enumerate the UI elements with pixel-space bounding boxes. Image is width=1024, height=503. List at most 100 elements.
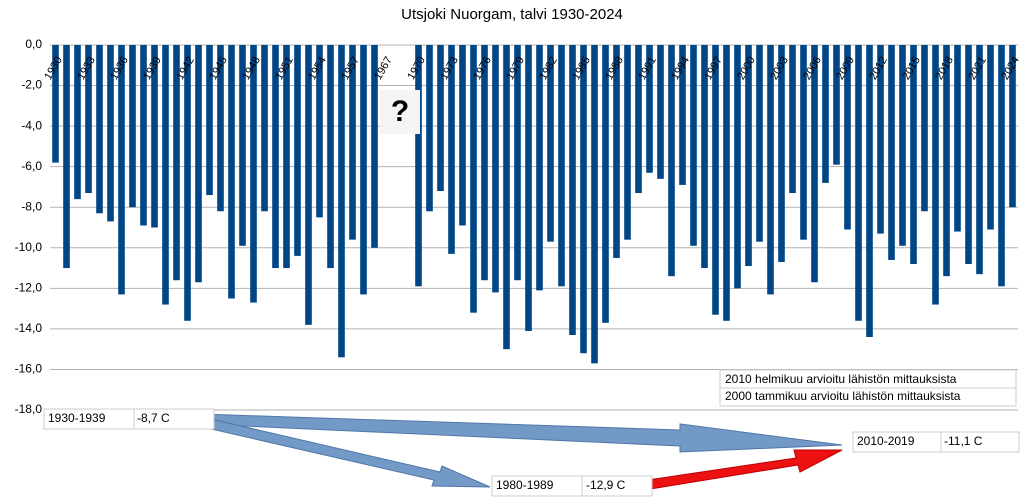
bar	[690, 45, 697, 246]
plot-area: 0,0 -2,0 -4,0 -6,0 -8,0 -10,0 -12,0 -14,0 -16,0 -…	[15, 37, 1022, 416]
cell	[133, 408, 215, 430]
bar	[371, 45, 378, 248]
period: 1930-1939	[48, 411, 106, 425]
bar	[305, 45, 312, 325]
bar	[525, 45, 532, 331]
chart-title: Utsjoki Nuorgam, talvi 1930-2024	[401, 6, 623, 23]
annotations: ? 2010 helmikuu arvioitu lähistön mittau…	[43, 90, 1020, 497]
bar	[85, 45, 92, 194]
bar	[734, 45, 741, 289]
bar	[899, 45, 906, 246]
bar	[316, 45, 323, 218]
y-tick-label: -2,0	[21, 78, 42, 92]
arrow	[197, 415, 491, 488]
bar	[52, 45, 59, 163]
bar	[514, 45, 521, 281]
bar	[646, 45, 653, 173]
bar	[943, 45, 950, 277]
bar	[129, 45, 136, 208]
bar	[921, 45, 928, 212]
bar	[833, 45, 840, 165]
bar	[822, 45, 829, 183]
cell	[940, 431, 1020, 453]
bar	[910, 45, 917, 264]
period-mean: -12,9 C	[586, 478, 626, 492]
bar	[866, 45, 873, 337]
y-tick-label: -4,0	[21, 118, 42, 132]
bar	[195, 45, 202, 283]
bar	[998, 45, 1005, 287]
bar	[558, 45, 565, 287]
arrow	[647, 449, 843, 490]
bar	[701, 45, 708, 269]
bar	[151, 45, 158, 228]
note: 2000 tammikuu arvioitu lähistön mittauks…	[725, 389, 961, 403]
bar	[74, 45, 81, 200]
bar	[580, 45, 587, 354]
bar	[723, 45, 730, 321]
cell	[581, 475, 653, 497]
bar	[283, 45, 290, 269]
bar	[437, 45, 444, 191]
y-tick-label: -16,0	[15, 362, 43, 376]
bar	[635, 45, 642, 194]
bar	[250, 45, 257, 303]
bar	[140, 45, 147, 226]
period: 2010-2019	[857, 434, 915, 448]
bar	[547, 45, 554, 242]
y-tick-label: -8,0	[21, 199, 42, 213]
bar	[107, 45, 114, 222]
bar	[987, 45, 994, 230]
bar	[844, 45, 851, 230]
arrow	[199, 413, 843, 453]
bar	[63, 45, 70, 269]
bar	[613, 45, 620, 258]
bar	[624, 45, 631, 240]
bar	[415, 45, 422, 287]
bar	[657, 45, 664, 179]
bar	[932, 45, 939, 305]
bar	[756, 45, 763, 242]
y-tick-label: -18,0	[15, 402, 43, 416]
bar	[503, 45, 510, 350]
bar	[536, 45, 543, 291]
bar	[426, 45, 433, 212]
bar	[228, 45, 235, 299]
period: 1980-1989	[496, 478, 554, 492]
bar	[217, 45, 224, 212]
bar	[261, 45, 268, 212]
period-mean: -11,1 C	[944, 434, 983, 448]
bar	[789, 45, 796, 194]
bar	[778, 45, 785, 262]
bar	[338, 45, 345, 358]
bar	[206, 45, 213, 196]
bar	[481, 45, 488, 281]
bar	[173, 45, 180, 281]
note: 2010 helmikuu arvioitu lähistön mittauks…	[725, 372, 957, 386]
bar	[569, 45, 576, 335]
bar	[602, 45, 609, 323]
bar	[349, 45, 356, 240]
y-tick-label: 0,0	[25, 37, 42, 51]
bar	[965, 45, 972, 264]
y-tick-label: -14,0	[15, 321, 43, 335]
bar	[294, 45, 301, 256]
bar	[668, 45, 675, 277]
bar	[459, 45, 466, 226]
bar	[954, 45, 961, 232]
bar	[745, 45, 752, 267]
bar	[239, 45, 246, 246]
bar	[184, 45, 191, 321]
bar	[470, 45, 477, 313]
y-tick-label: -12,0	[15, 281, 43, 295]
bar	[1009, 45, 1016, 208]
question-mark: ?	[391, 95, 409, 128]
x-tick-label: 1930	[42, 55, 65, 82]
bar	[800, 45, 807, 240]
bar	[96, 45, 103, 214]
bar	[679, 45, 686, 185]
period-mean: -8,7 C	[137, 411, 170, 425]
y-tick-label: -10,0	[15, 240, 43, 254]
bar	[712, 45, 719, 315]
